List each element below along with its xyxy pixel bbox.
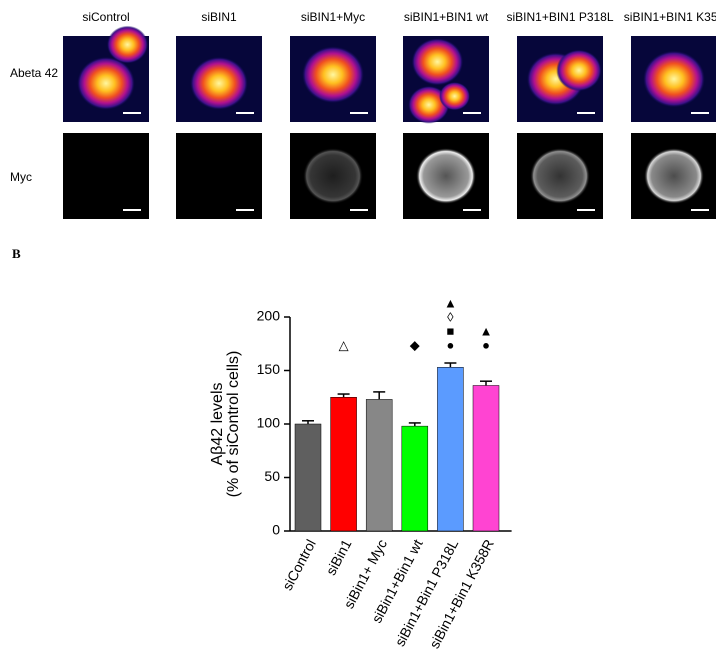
y-tick-label: 100 <box>257 415 281 431</box>
significance-marker: ▲ <box>480 323 493 338</box>
x-tick-label: siControl <box>279 537 319 593</box>
column-header: siBIN1+Myc <box>301 10 365 24</box>
y-tick-label: 150 <box>257 361 281 377</box>
row-label: Myc <box>10 170 32 184</box>
column-header: siBIN1 <box>201 10 237 24</box>
column-header: siBIN1+BIN1 wt <box>404 10 489 24</box>
bar <box>401 425 429 532</box>
significance-marker: ● <box>482 337 490 352</box>
significance-marker: ◆ <box>410 337 420 352</box>
cell <box>77 56 135 110</box>
cell <box>303 148 363 204</box>
bar <box>437 367 464 532</box>
x-tick-label: siBin1 <box>322 536 354 577</box>
bar <box>472 385 500 532</box>
micrograph <box>63 133 149 219</box>
cell <box>439 82 471 111</box>
panel-label: B <box>12 246 21 261</box>
y-axis-label: (% of siControl cells) <box>225 351 242 498</box>
bar <box>294 423 322 532</box>
cell <box>643 50 705 108</box>
column-header: siControl <box>82 10 129 24</box>
micrograph <box>176 133 262 219</box>
cell <box>530 148 590 204</box>
y-tick-label: 0 <box>272 522 280 538</box>
y-axis-label: Aβ42 levels <box>209 382 226 465</box>
micrographs <box>63 25 716 219</box>
significance-marker: ■ <box>446 323 454 338</box>
bar <box>365 399 393 532</box>
bar <box>330 397 357 532</box>
cell <box>302 46 364 104</box>
cell <box>556 49 602 92</box>
row-label: Abeta 42 <box>10 66 58 80</box>
cell <box>416 148 476 204</box>
x-tick-label: siBin1+Bin1 K358R <box>426 537 497 651</box>
significance-marker: ● <box>446 337 454 352</box>
y-tick-label: 50 <box>264 468 280 484</box>
cell <box>190 56 248 110</box>
significance-marker: ▲ <box>444 295 457 310</box>
y-tick-label: 200 <box>257 308 281 324</box>
significance-marker: △ <box>339 337 349 352</box>
column-header: siBIN1+BIN1 K358 <box>624 10 716 24</box>
cell <box>411 38 464 86</box>
cell <box>644 148 704 204</box>
cell <box>106 25 149 64</box>
significance-marker: ◊ <box>447 309 454 324</box>
column-header: siBIN1+BIN1 P318L <box>506 10 613 24</box>
cell <box>408 85 450 124</box>
